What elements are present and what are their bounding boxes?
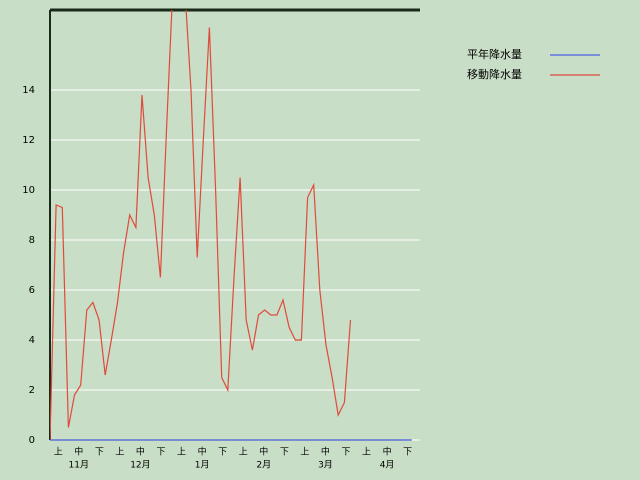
y-tick-label: 2 <box>29 385 35 396</box>
x-tick-label: 下 <box>280 448 289 458</box>
x-tick-label: 中 <box>198 446 207 458</box>
y-tick-label: 6 <box>29 285 35 296</box>
x-tick-label: 中 <box>321 446 330 458</box>
x-tick-label: 中 <box>74 446 83 458</box>
x-tick-label: 下 <box>341 448 350 458</box>
x-tick-label: 下 <box>95 448 104 458</box>
x-tick-label: 上 <box>239 447 248 458</box>
x-tick-label: 上 <box>177 447 186 458</box>
y-tick-label: 12 <box>22 135 35 146</box>
x-tick-label: 下 <box>156 448 165 458</box>
x-tick-label: 上 <box>115 447 124 458</box>
month-label: 1月 <box>195 460 210 471</box>
y-tick-label: 14 <box>22 85 35 96</box>
month-label: 2月 <box>256 460 271 471</box>
month-label: 12月 <box>130 460 150 471</box>
month-label: 11月 <box>69 460 89 471</box>
month-label: 3月 <box>318 460 333 471</box>
x-tick-label: 中 <box>383 446 392 458</box>
x-tick-label: 上 <box>362 447 371 458</box>
y-tick-label: 10 <box>22 185 35 196</box>
legend-label: 移動降水量 <box>467 67 522 81</box>
x-tick-label: 上 <box>54 447 63 458</box>
y-tick-label: 0 <box>29 435 35 446</box>
x-tick-label: 下 <box>218 448 227 458</box>
month-label: 4月 <box>380 460 395 471</box>
x-tick-label: 下 <box>403 448 412 458</box>
x-tick-label: 中 <box>136 446 145 458</box>
legend-label: 平年降水量 <box>467 47 522 61</box>
series-line <box>50 10 352 441</box>
y-tick-label: 8 <box>29 235 35 246</box>
y-tick-label: 4 <box>29 335 35 346</box>
x-tick-label: 中 <box>259 446 268 458</box>
x-tick-label: 上 <box>300 447 309 458</box>
